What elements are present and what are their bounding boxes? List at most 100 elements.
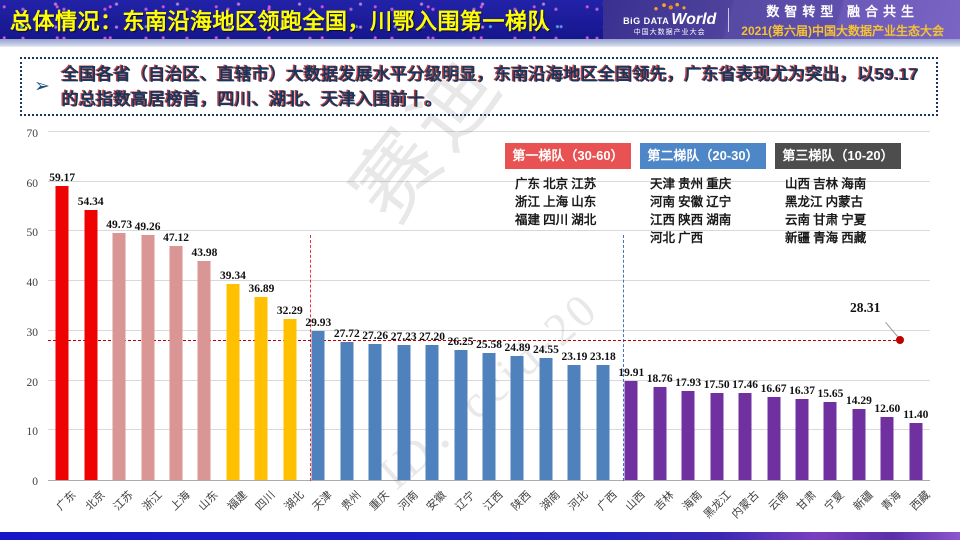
bar bbox=[767, 397, 781, 480]
legend-tier-header: 第二梯队（20-30） bbox=[640, 143, 766, 169]
legend-province-list: 广东 北京 江苏 浙江 上海 山东 福建 四川 湖北 bbox=[505, 175, 631, 229]
average-value-label: 28.31 bbox=[850, 300, 881, 316]
bar bbox=[567, 364, 581, 480]
bar-slot: 23.19 bbox=[560, 133, 588, 480]
y-tick-label: 20 bbox=[26, 376, 39, 389]
bar-slot: 15.65 bbox=[816, 133, 844, 480]
bar-slot: 27.23 bbox=[389, 133, 417, 480]
bar bbox=[55, 185, 69, 480]
summary-text: 全国各省（自治区、直辖市）大数据发展水平分级明显，东南沿海地区全国领先，广东省表… bbox=[61, 64, 920, 109]
bar-value-label: 36.89 bbox=[248, 282, 275, 295]
bar-value-label: 11.40 bbox=[903, 409, 929, 422]
bar-slot: 49.26 bbox=[133, 133, 161, 480]
legend-province-line: 新疆 青海 西藏 bbox=[785, 231, 867, 245]
bar-slot: 59.17 bbox=[48, 133, 76, 480]
legend-province-list: 天津 贵州 重庆 河南 安徽 辽宁 江西 陕西 湖南 河北 广西 bbox=[640, 175, 766, 247]
bar-slot: 36.89 bbox=[247, 133, 275, 480]
bar-slot: 16.67 bbox=[759, 133, 787, 480]
logo-name: BiG DATA World bbox=[623, 12, 716, 29]
bar bbox=[454, 349, 468, 480]
bar bbox=[596, 364, 610, 480]
bar-slot: 47.12 bbox=[162, 133, 190, 480]
bar-value-label: 39.34 bbox=[220, 270, 246, 283]
bar-value-label: 25.58 bbox=[476, 338, 502, 351]
legend-tier-column: 第一梯队（30-60） 广东 北京 江苏 浙江 上海 山东 福建 四川 湖北 bbox=[505, 143, 631, 247]
legend-tier-header: 第一梯队（30-60） bbox=[505, 143, 631, 169]
plot-area: 59.17 54.34 49.73 49.26 47.12 43.98 39.34 36.89… bbox=[48, 131, 930, 481]
bar-slot: 16.37 bbox=[788, 133, 816, 480]
logo-dots-icon bbox=[649, 2, 690, 12]
bar-value-label: 29.93 bbox=[305, 317, 332, 330]
gridline bbox=[48, 230, 930, 232]
bar-slot: 24.55 bbox=[532, 133, 560, 480]
legend-province-line: 广东 北京 江苏 bbox=[515, 177, 597, 191]
header-logo-area: BiG DATA World 中国大数据产业大会 数智转型 融合共生 2021(第… bbox=[603, 0, 960, 39]
bar-slot: 32.29 bbox=[276, 133, 304, 480]
bar-slot: 49.73 bbox=[105, 133, 133, 480]
bar-value-label: 12.60 bbox=[874, 403, 901, 416]
y-tick-label: 50 bbox=[26, 227, 39, 240]
y-axis: 0 10 20 30 40 50 60 70 bbox=[0, 128, 44, 488]
bar bbox=[141, 235, 155, 480]
bar-value-label: 49.73 bbox=[106, 218, 133, 231]
bar-value-label: 17.93 bbox=[675, 376, 702, 389]
bar-value-label: 19.91 bbox=[618, 367, 645, 380]
bar-value-label: 27.20 bbox=[419, 330, 446, 343]
bar-slot: 54.34 bbox=[76, 133, 104, 480]
bar-slot: 18.76 bbox=[646, 133, 674, 480]
bar-slot: 25.58 bbox=[475, 133, 503, 480]
bar-slot: 39.34 bbox=[219, 133, 247, 480]
legend-province-line: 山西 吉林 海南 bbox=[785, 177, 867, 191]
y-tick-label: 70 bbox=[26, 128, 39, 140]
bar-slot: 17.46 bbox=[731, 133, 759, 480]
bar bbox=[368, 344, 382, 480]
bar bbox=[112, 232, 126, 480]
bar bbox=[510, 356, 524, 480]
legend-tier-header: 第三梯队（10-20） bbox=[775, 143, 901, 169]
tier-divider-line bbox=[623, 235, 625, 481]
page-title: 总体情况：东南沿海地区领跑全国，川鄂入围第一梯队 bbox=[10, 8, 551, 34]
bar bbox=[738, 393, 752, 480]
gridline bbox=[48, 280, 930, 282]
bar-value-label: 26.25 bbox=[447, 335, 474, 348]
bar-slot: 23.18 bbox=[589, 133, 617, 480]
bar-slot: 14.29 bbox=[845, 133, 873, 480]
bar bbox=[624, 381, 638, 480]
y-tick-label: 60 bbox=[26, 177, 39, 190]
bar-slot: 11.40 bbox=[902, 133, 930, 480]
y-tick-label: 40 bbox=[26, 277, 39, 290]
bar-slot: 17.93 bbox=[674, 133, 702, 480]
average-dot bbox=[896, 336, 904, 345]
gridline bbox=[48, 131, 930, 132]
bar bbox=[539, 357, 553, 480]
y-tick-label: 10 bbox=[26, 426, 39, 439]
bar-value-label: 49.26 bbox=[134, 221, 161, 234]
chart-legend: 第一梯队（30-60） 广东 北京 江苏 浙江 上海 山东 福建 四川 湖北 第二梯队（… bbox=[505, 143, 901, 247]
arrow-bullet-icon: ➢ bbox=[34, 76, 50, 97]
logo-subtitle: 中国大数据产业大会 bbox=[633, 29, 706, 37]
conference-name: 2021(第六届)中国大数据产业生态大会 bbox=[741, 23, 944, 38]
legend-tier-column: 第二梯队（20-30） 天津 贵州 重庆 河南 安徽 辽宁 江西 陕西 湖南 河北 广西 bbox=[640, 143, 766, 247]
legend-province-line: 江西 陕西 湖南 bbox=[650, 213, 732, 227]
bar-value-label: 16.37 bbox=[789, 384, 815, 397]
bar bbox=[795, 398, 809, 480]
bar-slot: 19.91 bbox=[617, 133, 645, 480]
bars-container: 59.17 54.34 49.73 49.26 47.12 43.98 39.34 36.89… bbox=[48, 133, 930, 480]
bar bbox=[283, 319, 297, 480]
logo-bigdata-text: BiG DATA bbox=[623, 16, 670, 27]
bar bbox=[681, 390, 695, 480]
conference-slogan: 数智转型 融合共生 2021(第六届)中国大数据产业生态大会 bbox=[741, 1, 944, 39]
bar-value-label: 23.18 bbox=[589, 350, 616, 363]
bar bbox=[852, 408, 866, 480]
bar-value-label: 47.12 bbox=[163, 231, 189, 244]
bar bbox=[197, 261, 211, 480]
gridline bbox=[48, 180, 930, 182]
header-divider bbox=[728, 7, 730, 32]
bar-slot: 24.89 bbox=[503, 133, 531, 480]
y-tick-label: 30 bbox=[26, 326, 39, 339]
bar bbox=[397, 344, 411, 480]
bar-value-label: 54.34 bbox=[77, 195, 104, 208]
bar-slot: 26.25 bbox=[446, 133, 474, 480]
bar bbox=[254, 296, 268, 480]
